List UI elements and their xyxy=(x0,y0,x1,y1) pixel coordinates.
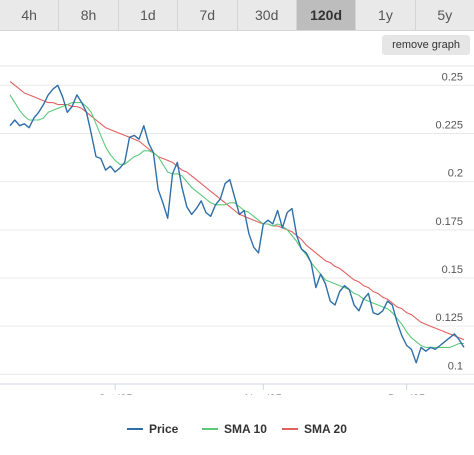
legend-label-sma20: SMA 20 xyxy=(304,422,347,436)
tab-4h[interactable]: 4h xyxy=(0,0,60,30)
x-tick-label: Oct '25 xyxy=(98,393,133,395)
tab-1y[interactable]: 1y xyxy=(356,0,416,30)
x-tick-label: Dec '25 xyxy=(388,393,425,395)
y-tick-label: 0.225 xyxy=(435,119,463,131)
sma10-swatch xyxy=(202,428,218,430)
remove-graph-button[interactable]: remove graph xyxy=(382,35,470,55)
tab-1d[interactable]: 1d xyxy=(118,0,179,30)
y-axis: 0.25 0.225 0.2 0.175 0.15 0.125 0.1 xyxy=(435,71,463,372)
legend-item-sma20[interactable]: SMA 20 xyxy=(282,419,347,439)
y-tick-label: 0.2 xyxy=(448,168,463,180)
price-chart: 0.25 0.225 0.2 0.175 0.15 0.125 0.1 Oct '25 Nov… xyxy=(0,65,474,395)
chart-grid xyxy=(0,65,474,375)
sma20-line xyxy=(9,80,465,341)
timeframe-tabs: 4h 8h 1d 7d 30d 120d 1y 5y xyxy=(0,0,474,31)
y-tick-label: 0.175 xyxy=(435,216,463,228)
y-tick-label: 0.15 xyxy=(442,264,463,276)
sma10-line xyxy=(9,94,464,348)
sma20-swatch xyxy=(282,428,298,430)
legend-label-sma10: SMA 10 xyxy=(224,422,267,436)
y-tick-label: 0.125 xyxy=(435,312,463,324)
legend-item-price[interactable]: Price xyxy=(127,419,178,439)
legend-label-price: Price xyxy=(149,422,179,436)
legend-item-sma10[interactable]: SMA 10 xyxy=(202,419,267,439)
tab-120d[interactable]: 120d xyxy=(296,0,357,30)
series-layer xyxy=(9,80,465,364)
tab-30d[interactable]: 30d xyxy=(237,0,297,30)
price-line xyxy=(9,84,465,364)
y-tick-label: 0.1 xyxy=(448,360,463,372)
y-tick-label: 0.25 xyxy=(442,71,463,83)
x-axis: Oct '25 Nov '25 Dec '25 xyxy=(0,383,474,395)
tab-7d[interactable]: 7d xyxy=(178,0,238,30)
price-swatch xyxy=(127,428,143,430)
tab-8h[interactable]: 8h xyxy=(59,0,119,30)
chart-legend: Price SMA 10 SMA 20 xyxy=(0,419,474,439)
x-tick-label: Nov '25 xyxy=(245,393,282,395)
tab-5y[interactable]: 5y xyxy=(415,0,474,30)
